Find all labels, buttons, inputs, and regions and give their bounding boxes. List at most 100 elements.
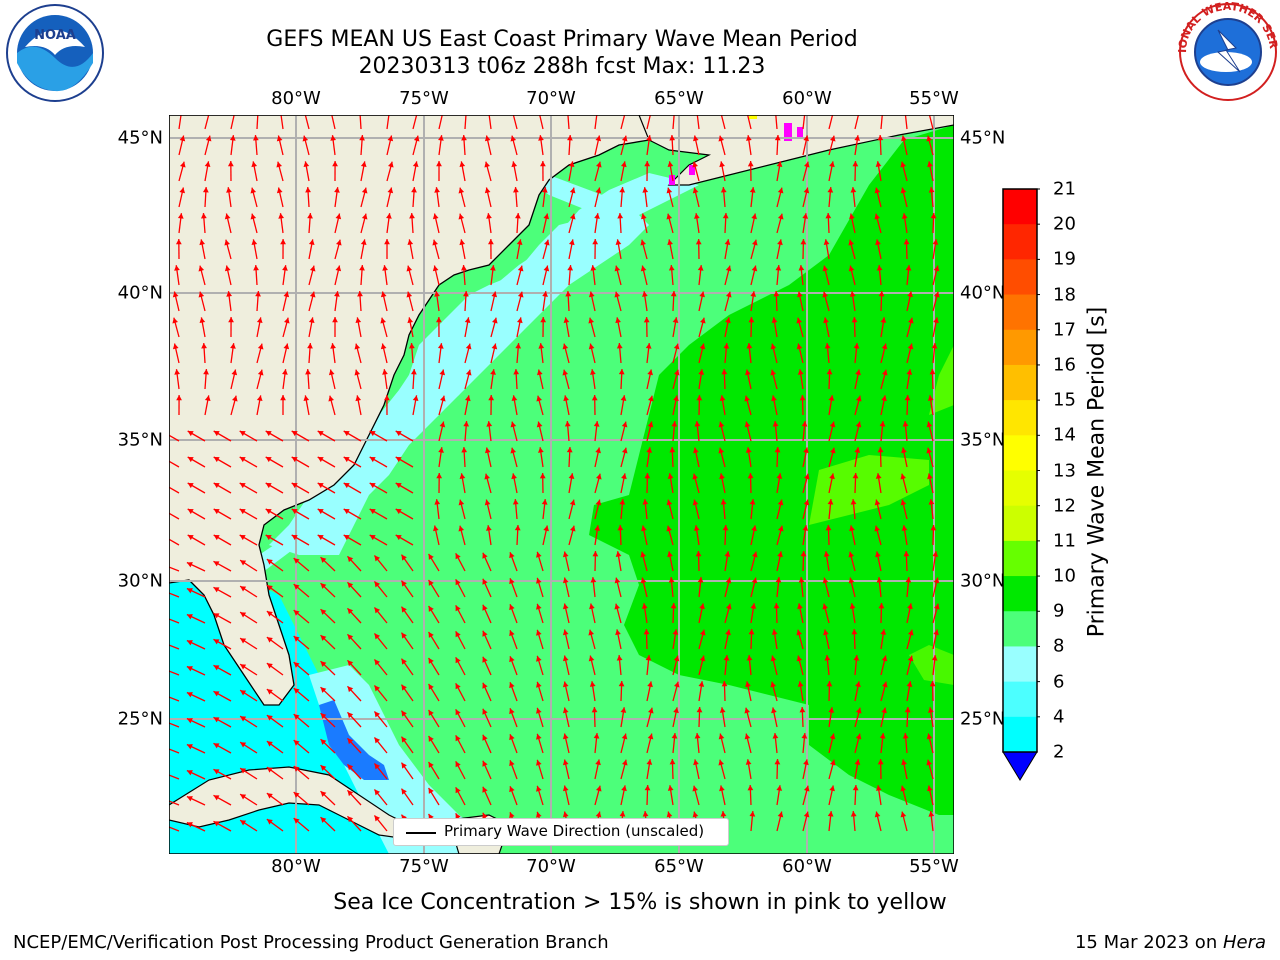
wave-direction-arrowhead [692, 785, 699, 792]
wave-direction-arrowhead [901, 135, 907, 142]
wave-direction-arrowhead [590, 577, 597, 583]
wave-direction-arrowhead [569, 187, 576, 194]
wave-direction-arrowhead [751, 525, 757, 532]
wave-direction-arrowhead [692, 499, 699, 506]
wave-direction-arrowhead [592, 551, 599, 557]
wave-direction-arrowhead [536, 577, 542, 584]
wave-direction-arrowhead [239, 509, 246, 515]
wave-direction-arrowhead [596, 473, 602, 480]
wave-direction-arrowhead [302, 135, 309, 142]
wave-direction-arrowhead [239, 431, 246, 437]
wave-direction-arrowhead [900, 161, 906, 168]
wave-direction-arrowhead [900, 811, 907, 818]
wave-direction-arrowhead [699, 603, 705, 610]
wave-direction-arrowhead [463, 421, 470, 427]
wave-direction-arrowhead [827, 811, 834, 817]
lat-label-left: 35°N [117, 429, 163, 451]
wave-direction-arrowhead [749, 811, 756, 817]
wave-direction-arrowhead [907, 629, 914, 636]
wave-direction-arrowhead [724, 239, 731, 245]
wave-direction-arrowhead [509, 604, 515, 611]
wave-direction-arrowhead [621, 733, 628, 740]
wave-direction-arrowhead [803, 811, 810, 818]
wave-direction-arrowhead [745, 447, 752, 453]
period-11-12-field [809, 455, 929, 525]
wave-direction-arrowhead [204, 395, 211, 402]
lat-label-left: 45°N [117, 127, 163, 149]
wave-direction-arrowhead [411, 369, 417, 375]
wave-direction-arrowhead [515, 213, 521, 219]
wave-direction-arrowhead [177, 213, 184, 219]
wave-direction-arrows [169, 115, 940, 832]
wave-direction-arrowhead [722, 525, 729, 531]
wave-direction-arrowhead [536, 759, 542, 766]
wave-direction-arrowhead [671, 733, 678, 739]
wave-direction-arrowhead [293, 584, 300, 590]
wave-direction-arrowhead [666, 811, 673, 818]
wave-direction-arrowhead [542, 291, 548, 297]
wave-direction-arrowhead [240, 638, 247, 644]
wave-direction-arrowhead [320, 791, 327, 797]
wave-direction-arrowhead [776, 161, 783, 167]
wave-direction-arrow [620, 115, 626, 130]
wave-direction-arrowhead [796, 317, 802, 324]
wave-direction-arrowhead [824, 655, 831, 661]
wave-direction-arrowhead [407, 317, 414, 324]
lat-label-left: 30°N [117, 570, 163, 592]
wave-direction-arrowhead [640, 265, 647, 272]
lon-label-bottom: 75°W [399, 856, 449, 877]
wave-direction-arrowhead [266, 793, 273, 799]
wave-direction-arrowhead [509, 552, 515, 559]
wave-direction-arrowhead [401, 632, 407, 639]
wave-direction-arrowhead [428, 553, 434, 560]
wave-direction-arrowhead [927, 707, 934, 713]
wave-direction-arrowhead [933, 291, 940, 298]
wave-direction-arrowhead [374, 555, 380, 562]
wave-direction-arrowhead [213, 639, 220, 645]
wave-direction-arrowhead [933, 265, 940, 272]
wave-direction-arrow [646, 115, 651, 130]
wave-direction-arrowhead [747, 785, 754, 791]
wave-direction-arrowhead [265, 535, 272, 541]
wave-direction-arrowhead [830, 759, 836, 766]
wave-direction-arrowhead [673, 655, 680, 662]
lat-label-right: 30°N [960, 570, 1006, 592]
wave-direction-arrowhead [902, 421, 909, 427]
wave-direction-arrowhead [489, 265, 496, 271]
wave-direction-arrowhead [409, 213, 415, 219]
wave-direction-arrowhead [278, 213, 284, 219]
wave-direction-arrowhead [591, 395, 598, 401]
wave-direction-arrowhead [229, 135, 236, 141]
wave-direction-arrowhead [332, 161, 338, 167]
wave-direction-arrowhead [213, 821, 220, 827]
wave-direction-arrowhead [213, 795, 220, 801]
wave-direction-arrowhead [908, 317, 914, 324]
wave-direction-arrowhead [395, 509, 402, 515]
wave-direction-arrowhead [240, 768, 247, 774]
wave-direction-arrowhead [411, 187, 417, 193]
wave-direction-arrowhead [320, 583, 327, 589]
wave-direction-arrowhead [515, 343, 522, 349]
wave-direction-arrowhead [615, 317, 621, 324]
wave-direction-arrowhead [360, 161, 367, 168]
wave-direction-arrowhead [802, 213, 809, 219]
wave-direction-arrow [386, 115, 390, 130]
wave-direction-arrowhead [309, 265, 316, 272]
wave-direction-arrowhead [725, 317, 731, 324]
wave-direction-arrowhead [878, 291, 885, 297]
wave-direction-arrowhead [875, 239, 881, 246]
wave-direction-arrowhead [486, 213, 492, 219]
wave-direction-arrowhead [932, 239, 939, 245]
wave-direction-arrowhead [257, 369, 264, 376]
wave-direction-arrow [720, 115, 726, 130]
wave-direction-arrowhead [848, 265, 855, 272]
map-legend: Primary Wave Direction (unscaled) [393, 818, 729, 846]
wave-direction-arrowhead [517, 265, 524, 272]
wave-direction-arrowhead [771, 317, 778, 323]
wave-direction-arrowhead [482, 656, 488, 663]
colorbar-tick-label: 20 [1053, 213, 1076, 235]
wave-direction-arrowhead [855, 733, 862, 740]
wave-direction-arrowhead [928, 187, 935, 193]
wave-direction-arrowhead [878, 603, 885, 609]
colorbar-segment [1003, 716, 1037, 753]
